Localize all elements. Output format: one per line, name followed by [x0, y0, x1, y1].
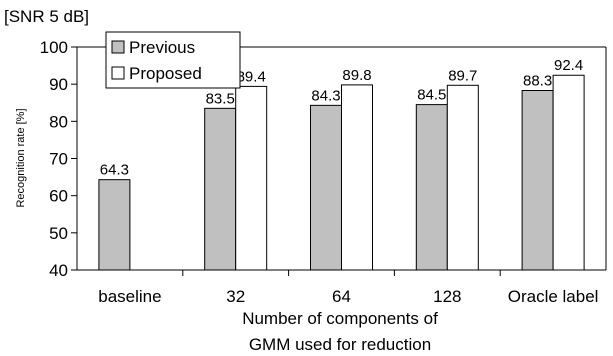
y-axis-title: Recognition rate [%] — [15, 108, 27, 207]
bar-previous-1 — [204, 107, 237, 271]
bar-proposed-1 — [235, 85, 268, 271]
bar-previous-0 — [98, 179, 131, 271]
x-category-label: 128 — [433, 287, 461, 306]
x-axis-title-line-1: Number of components of — [242, 309, 438, 328]
legend-swatch-proposed — [111, 66, 125, 80]
x-axis-title-line-2: GMM used for reduction — [249, 335, 431, 354]
y-tick-label: 50 — [49, 224, 68, 243]
axes: 40 50 60 70 80 90 100 baseline 32 64 128 Oracle lab… — [40, 38, 607, 306]
data-label: 88.3 — [523, 72, 552, 89]
bar-previous-4 — [521, 89, 554, 271]
data-label: 89.4 — [237, 68, 266, 85]
x-category-label: 32 — [226, 287, 245, 306]
data-label: 64.3 — [100, 162, 129, 179]
data-label: 89.7 — [448, 67, 477, 84]
y-tick-label: 70 — [49, 150, 68, 169]
y-tick-label: 100 — [40, 38, 68, 57]
legend-box — [105, 31, 241, 89]
data-label: 84.3 — [311, 87, 340, 104]
data-label: 83.5 — [206, 90, 235, 107]
bar-proposed-2 — [341, 84, 373, 271]
legend-swatch-previous — [111, 40, 125, 54]
bar-proposed-4 — [552, 74, 585, 271]
x-category-label: baseline — [98, 287, 161, 306]
data-label: 92.4 — [554, 57, 583, 74]
data-label: 84.5 — [417, 87, 446, 104]
bars-layer — [98, 74, 585, 271]
x-category-label: 64 — [332, 287, 351, 306]
data-labels-layer: 64.3 83.589.4 84.389.8 84.589.7 88.392.4 — [100, 57, 583, 178]
y-tick-label: 60 — [49, 187, 68, 206]
bar-previous-3 — [415, 104, 448, 271]
y-tick-label: 40 — [49, 261, 68, 280]
bar-proposed-3 — [446, 84, 479, 271]
legend-label-previous: Previous — [129, 38, 195, 57]
y-tick-label: 90 — [49, 75, 68, 94]
legend: Previous Proposed — [105, 31, 241, 89]
chart-title: [SNR 5 dB] — [4, 7, 89, 26]
data-label: 89.8 — [342, 67, 371, 84]
legend-label-proposed: Proposed — [129, 64, 202, 83]
bar-previous-2 — [310, 104, 342, 271]
x-category-label: Oracle label — [508, 287, 599, 306]
y-tick-label: 80 — [49, 112, 68, 131]
